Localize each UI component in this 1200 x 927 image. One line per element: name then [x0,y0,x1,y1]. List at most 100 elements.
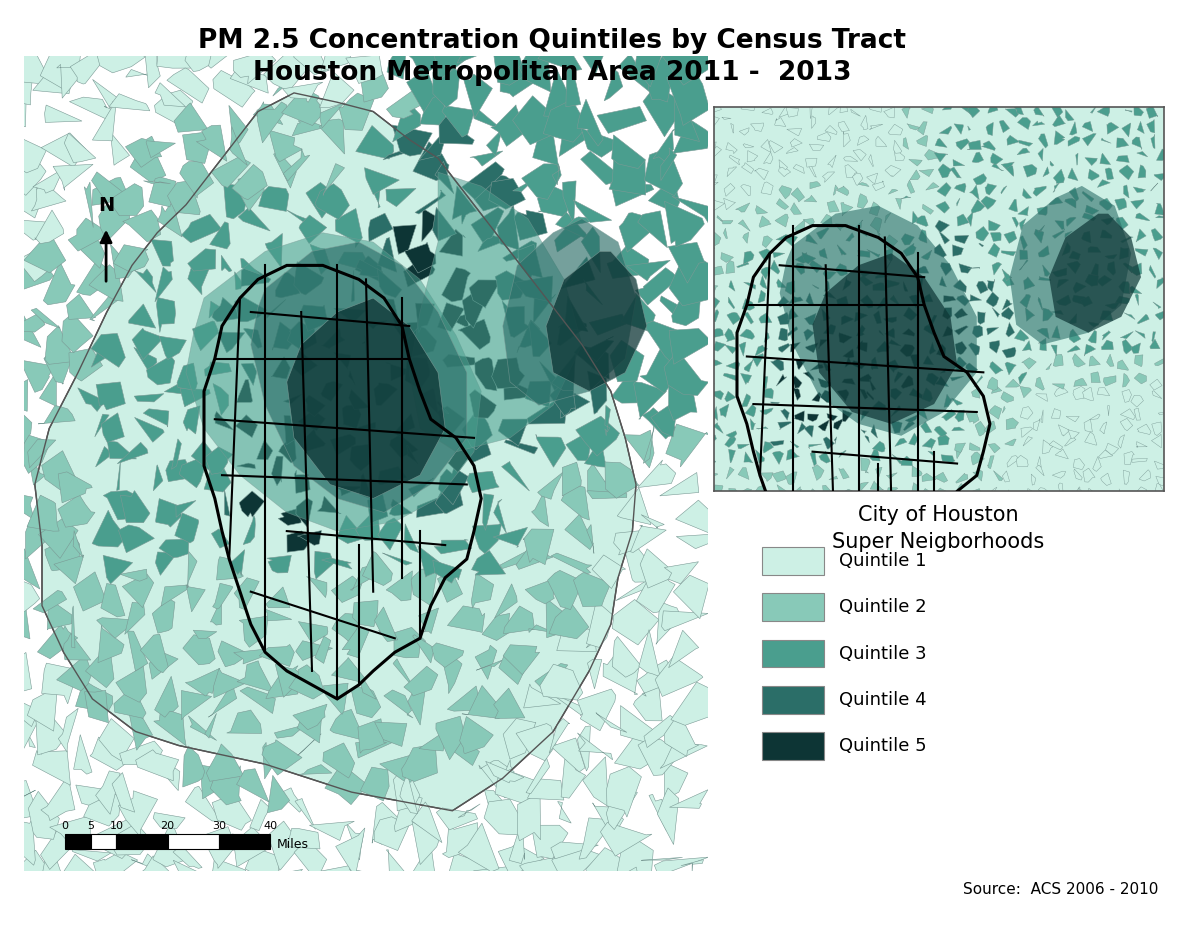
Polygon shape [988,377,997,390]
Polygon shape [1,48,47,86]
Polygon shape [474,174,516,211]
Polygon shape [958,214,970,226]
Polygon shape [349,389,370,410]
Polygon shape [922,250,932,260]
Polygon shape [710,310,719,322]
Polygon shape [1002,348,1016,358]
Polygon shape [415,303,434,333]
Polygon shape [140,634,168,673]
Polygon shape [716,216,722,222]
Polygon shape [574,346,610,379]
Polygon shape [499,647,530,684]
Polygon shape [394,659,415,690]
Polygon shape [1082,191,1094,202]
Polygon shape [722,118,731,120]
Polygon shape [1014,103,1024,115]
Polygon shape [610,340,644,382]
Polygon shape [776,235,790,241]
Polygon shape [745,404,756,417]
Polygon shape [235,414,258,438]
Polygon shape [1024,437,1032,446]
Polygon shape [76,785,114,807]
Polygon shape [268,775,289,813]
Polygon shape [151,239,174,266]
Polygon shape [796,263,805,274]
Polygon shape [240,687,276,714]
Text: PM 2.5 Concentration Quintiles by Census Tract: PM 2.5 Concentration Quintiles by Census… [198,28,906,54]
Polygon shape [38,518,78,558]
Polygon shape [532,825,568,858]
Polygon shape [206,743,244,781]
Polygon shape [156,499,181,527]
Polygon shape [210,856,246,890]
Polygon shape [551,738,586,772]
Polygon shape [287,298,445,499]
Polygon shape [209,301,220,318]
Polygon shape [955,235,968,244]
Polygon shape [1043,439,1052,454]
Polygon shape [538,184,575,217]
Polygon shape [1151,134,1156,148]
Polygon shape [798,423,806,434]
Polygon shape [528,779,564,800]
Polygon shape [730,155,739,165]
Polygon shape [894,372,904,383]
Polygon shape [598,107,647,133]
Polygon shape [35,93,636,811]
Polygon shape [787,308,798,320]
Polygon shape [300,765,332,774]
Polygon shape [295,798,316,830]
Polygon shape [1118,435,1124,449]
Polygon shape [44,536,79,571]
Polygon shape [889,339,901,346]
Polygon shape [139,856,182,883]
Polygon shape [71,606,74,648]
Polygon shape [185,786,221,822]
Polygon shape [779,328,787,341]
Polygon shape [636,268,678,305]
Polygon shape [854,220,863,229]
Polygon shape [469,389,497,418]
Polygon shape [1090,414,1100,420]
Polygon shape [58,472,92,502]
Polygon shape [210,222,230,249]
Polygon shape [503,301,529,337]
Polygon shape [1088,322,1099,327]
Polygon shape [1064,437,1076,446]
Polygon shape [164,383,193,395]
Polygon shape [905,414,918,423]
Polygon shape [1151,228,1163,241]
Polygon shape [92,510,126,547]
Polygon shape [560,393,590,418]
Polygon shape [872,441,886,452]
Polygon shape [593,803,624,841]
Polygon shape [972,152,984,162]
Text: Quintile 1: Quintile 1 [839,552,926,570]
Polygon shape [788,297,803,304]
Polygon shape [108,823,151,855]
Polygon shape [1052,268,1067,277]
Polygon shape [298,712,322,743]
Polygon shape [775,118,786,126]
Polygon shape [1082,213,1096,221]
Polygon shape [1150,265,1156,278]
Polygon shape [212,384,228,415]
Polygon shape [607,767,642,817]
Polygon shape [787,129,802,136]
Polygon shape [971,489,983,500]
Polygon shape [857,324,865,336]
Polygon shape [612,600,659,645]
Polygon shape [779,108,791,118]
Polygon shape [1068,430,1079,438]
Polygon shape [616,578,659,601]
Polygon shape [2,580,40,615]
Polygon shape [710,266,724,275]
Polygon shape [551,842,599,858]
Polygon shape [1138,165,1146,178]
Polygon shape [320,103,344,128]
Polygon shape [12,715,37,759]
Polygon shape [379,755,415,782]
Polygon shape [90,291,120,321]
Polygon shape [874,311,882,324]
Polygon shape [858,270,872,277]
